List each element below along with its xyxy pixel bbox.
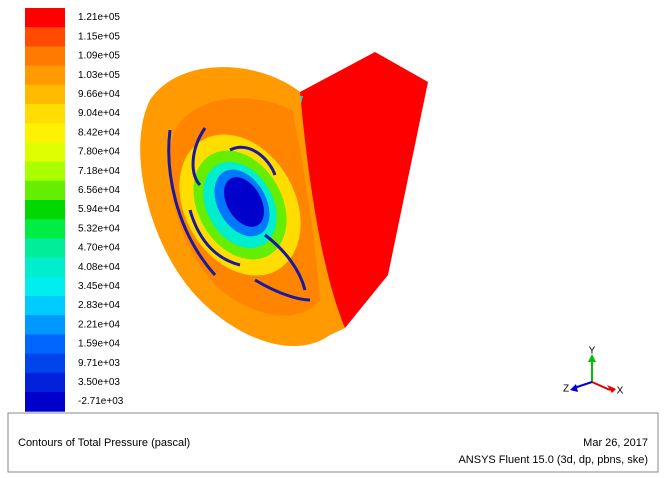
color-swatch — [25, 8, 65, 28]
axis-label: X — [617, 386, 624, 397]
color-swatch — [25, 46, 65, 66]
level-label: 1.03e+05 — [78, 70, 120, 81]
fluent-window: 1.21e+05 1.15e+05 1.09e+05 1.03e+05 9.66e+04… — [0, 0, 666, 473]
color-swatch — [25, 392, 65, 412]
level-label: 9.71e+03 — [78, 358, 120, 369]
footer-software: ANSYS Fluent 15.0 (3d, dp, pbns, ske) — [458, 454, 648, 466]
level-label: 7.18e+04 — [78, 166, 120, 177]
color-swatch — [25, 85, 65, 105]
level-label: 7.80e+04 — [78, 147, 120, 158]
level-label: 3.50e+03 — [78, 377, 120, 388]
level-label: 2.21e+04 — [78, 319, 120, 330]
level-label: 5.94e+04 — [78, 204, 120, 215]
color-swatch — [25, 277, 65, 297]
color-swatch — [25, 181, 65, 201]
level-label: 1.15e+05 — [78, 31, 120, 42]
color-swatch — [25, 142, 65, 162]
level-label: 4.70e+04 — [78, 243, 120, 254]
level-label: -2.71e+03 — [78, 396, 124, 407]
color-swatch — [25, 200, 65, 220]
color-swatch — [25, 66, 65, 86]
color-swatch — [25, 373, 65, 393]
color-swatch — [25, 258, 65, 278]
level-label: 1.59e+04 — [78, 339, 120, 350]
level-label: 5.32e+04 — [78, 223, 120, 234]
footer-date: Mar 26, 2017 — [583, 437, 648, 449]
axis-label: Y — [589, 346, 596, 357]
level-label: 9.66e+04 — [78, 89, 120, 100]
color-swatch — [25, 104, 65, 124]
footer-title: Contours of Total Pressure (pascal) — [18, 437, 190, 449]
level-label: 9.04e+04 — [78, 108, 120, 119]
level-label: 4.08e+04 — [78, 262, 120, 273]
level-label: 6.56e+04 — [78, 185, 120, 196]
color-swatch — [25, 315, 65, 335]
axis-label: Z — [563, 384, 569, 395]
color-swatch — [25, 354, 65, 374]
color-swatch — [25, 162, 65, 182]
level-label: 1.09e+05 — [78, 51, 120, 62]
level-label: 8.42e+04 — [78, 127, 120, 138]
color-swatch — [25, 296, 65, 316]
color-swatch — [25, 123, 65, 143]
level-label: 3.45e+04 — [78, 281, 120, 292]
color-swatch — [25, 27, 65, 47]
color-swatch — [25, 334, 65, 354]
color-swatch — [25, 219, 65, 239]
level-label: 2.83e+04 — [78, 300, 120, 311]
level-label: 1.21e+05 — [78, 12, 120, 23]
color-swatch — [25, 238, 65, 258]
